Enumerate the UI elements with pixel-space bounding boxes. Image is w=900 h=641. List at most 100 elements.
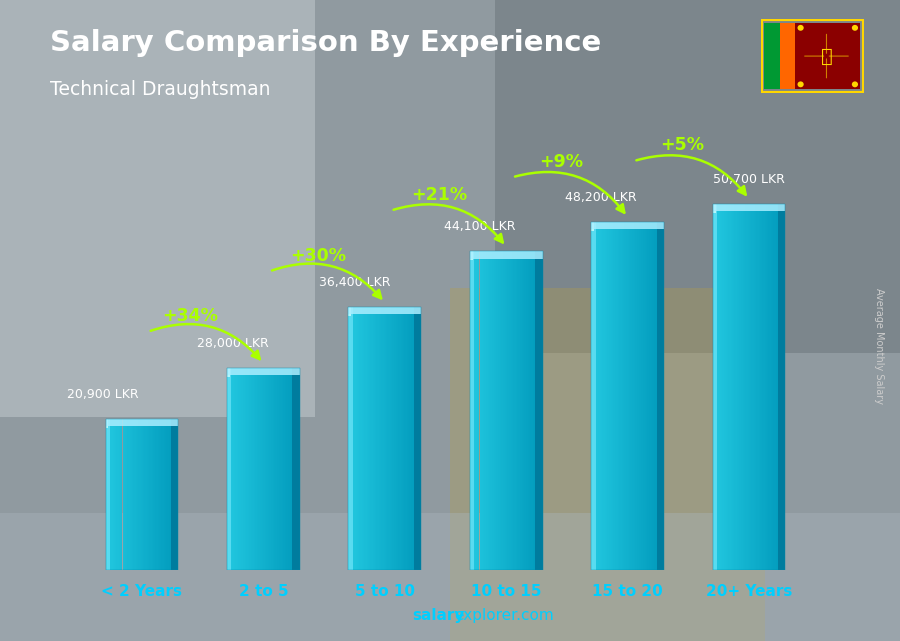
Bar <box>154 419 156 570</box>
Bar <box>756 204 758 570</box>
Bar <box>713 204 714 570</box>
Bar <box>639 222 640 570</box>
Bar <box>151 419 153 570</box>
Bar <box>358 307 359 570</box>
Bar <box>752 204 754 570</box>
Bar <box>139 419 140 570</box>
Bar <box>348 307 349 570</box>
Bar <box>260 368 261 570</box>
Bar <box>526 251 528 570</box>
Bar <box>473 251 474 570</box>
Bar <box>130 419 131 570</box>
Bar <box>397 307 398 570</box>
Bar <box>275 368 276 570</box>
Bar <box>142 419 143 570</box>
Bar <box>161 419 163 570</box>
Bar <box>594 222 595 570</box>
Bar <box>495 251 497 570</box>
Bar <box>731 204 732 570</box>
Bar <box>351 307 352 570</box>
Bar <box>500 251 501 570</box>
Bar <box>255 368 256 570</box>
Bar <box>595 222 596 570</box>
Bar <box>157 419 158 570</box>
Bar <box>612 222 613 570</box>
Bar <box>415 307 417 570</box>
Bar <box>230 368 232 570</box>
Bar <box>512 251 514 570</box>
Bar <box>481 251 482 570</box>
Bar <box>167 419 168 570</box>
Bar <box>408 307 410 570</box>
Circle shape <box>797 25 804 31</box>
Bar <box>780 204 782 570</box>
Bar <box>251 368 252 570</box>
Bar <box>726 204 727 570</box>
Bar <box>754 204 755 570</box>
Bar <box>772 204 773 570</box>
Bar <box>510 251 511 570</box>
Bar <box>361 307 362 570</box>
Bar <box>166 419 167 570</box>
Bar <box>755 204 756 570</box>
Bar <box>232 368 233 570</box>
Bar <box>529 251 530 570</box>
Bar <box>623 222 624 570</box>
Bar <box>598 222 599 570</box>
Bar <box>607 222 608 570</box>
Bar <box>150 419 151 570</box>
Bar <box>776 204 777 570</box>
Bar <box>487 251 488 570</box>
Bar <box>240 368 241 570</box>
Text: salary: salary <box>412 608 464 623</box>
Bar <box>613 222 615 570</box>
Bar <box>713 204 716 213</box>
Bar <box>648 222 650 570</box>
Bar <box>387 307 389 570</box>
Bar <box>357 307 358 570</box>
Bar <box>348 307 421 314</box>
Bar <box>137 419 139 570</box>
Bar <box>257 368 258 570</box>
Text: Technical Draughtsman: Technical Draughtsman <box>50 80 270 99</box>
Bar <box>599 222 601 570</box>
Bar <box>418 307 420 570</box>
Bar <box>420 307 421 570</box>
Bar <box>641 222 643 570</box>
Bar <box>483 251 484 570</box>
Bar <box>741 204 742 570</box>
Text: 28,000 LKR: 28,000 LKR <box>197 337 269 350</box>
Bar <box>359 307 361 570</box>
Bar <box>713 204 717 570</box>
Bar <box>159 419 160 570</box>
Bar <box>281 368 282 570</box>
Bar <box>264 368 265 570</box>
Bar <box>778 204 786 570</box>
Bar <box>476 251 477 570</box>
Bar <box>732 204 733 570</box>
Bar <box>521 251 522 570</box>
Bar <box>109 419 111 570</box>
Bar <box>413 307 414 570</box>
Bar <box>252 368 254 570</box>
Bar <box>494 251 495 570</box>
Bar <box>105 419 107 570</box>
Bar <box>770 204 771 570</box>
Bar <box>368 307 369 570</box>
Bar <box>168 419 170 570</box>
Bar <box>477 251 478 570</box>
Bar <box>751 204 752 570</box>
Bar <box>713 204 786 570</box>
Bar <box>530 251 532 570</box>
Bar <box>349 307 351 570</box>
Bar <box>514 251 515 570</box>
Bar <box>592 222 594 570</box>
Bar <box>147 419 148 570</box>
Bar <box>608 222 609 570</box>
Bar <box>737 204 738 570</box>
Bar <box>348 307 353 570</box>
Bar <box>470 251 543 258</box>
Bar <box>273 368 274 570</box>
Bar <box>274 368 275 570</box>
Bar <box>283 368 284 570</box>
